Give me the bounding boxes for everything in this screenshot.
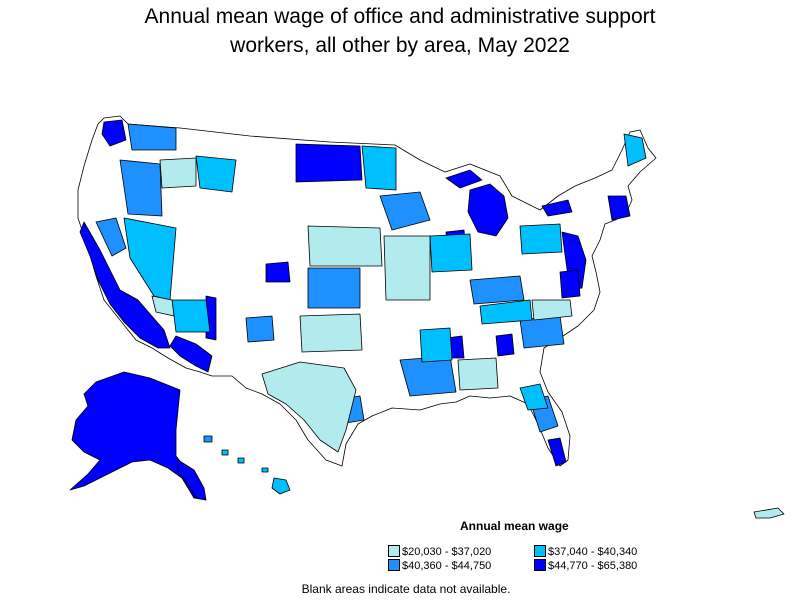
region-california-coast [79, 221, 171, 349]
region-maine [623, 133, 647, 167]
legend-label-1: $20,030 - $37,020 [402, 546, 492, 558]
region-idaho [195, 155, 237, 193]
title-line-2: workers, all other by area, May 2022 [230, 34, 570, 57]
region-oklahoma [299, 313, 363, 353]
legend-label-2: $37,040 - $40,340 [548, 546, 638, 558]
alaska [69, 371, 207, 501]
region-minnesota [361, 145, 397, 191]
region-california-north [95, 217, 127, 257]
region-washington-east [127, 123, 177, 151]
puerto-rico [753, 507, 785, 519]
region-colorado-east [307, 267, 361, 309]
hawaii-big-island [271, 477, 291, 495]
contiguous-us-outline [77, 115, 657, 467]
map-title: Annual mean wage of office and administr… [0, 2, 800, 60]
region-texas [261, 361, 357, 453]
region-mississippi [419, 327, 453, 363]
region-north-dakota [295, 143, 363, 183]
region-iowa-missouri [383, 235, 431, 301]
hawaii [221, 449, 291, 495]
region-oregon [119, 159, 163, 217]
region-new-york [541, 199, 573, 217]
legend-swatch-2 [534, 545, 546, 557]
region-virginia [559, 269, 581, 299]
hawaii-maui [261, 467, 269, 473]
region-washington [101, 119, 127, 147]
region-arizona-central [171, 299, 211, 333]
region-georgia-atl [495, 333, 515, 357]
legend-label-4: $44,770 - $65,380 [548, 560, 638, 572]
region-alabama [457, 357, 499, 391]
region-florida-south [547, 437, 567, 467]
region-ohio-valley [469, 275, 525, 305]
alaska-panhandle [177, 459, 207, 501]
region-kentucky [479, 299, 533, 325]
title-line-1: Annual mean wage of office and administr… [144, 5, 656, 28]
region-montana-west [159, 157, 197, 189]
legend-title: Annual mean wage [460, 519, 569, 533]
legend-item-2: $37,040 - $40,340 [534, 545, 637, 559]
region-new-england [607, 195, 631, 221]
hawaii-kauai [221, 449, 229, 456]
hawaii-oahu [237, 457, 245, 464]
legend-swatch-3 [388, 559, 400, 571]
legend-label-3: $40,360 - $44,750 [402, 560, 492, 572]
region-florida [519, 383, 549, 411]
region-new-mexico [245, 315, 275, 343]
region-colorado [265, 261, 291, 283]
region-great-lakes [379, 191, 431, 231]
legend-swatch-1 [388, 545, 400, 557]
region-mountain-west [151, 295, 175, 317]
region-michigan [467, 183, 509, 237]
legend-swatch-4 [534, 559, 546, 571]
region-midwest [429, 233, 473, 273]
legend-item-1: $20,030 - $37,020 [388, 545, 491, 559]
region-arizona [169, 335, 213, 373]
footnote: Blank areas indicate data not available. [301, 582, 511, 596]
region-michigan-up [445, 169, 483, 189]
region-pennsylvania [519, 223, 563, 255]
region-carolinas [531, 299, 573, 321]
legend-item-4: $44,770 - $65,380 [534, 559, 637, 573]
legend-item-3: $40,360 - $44,750 [388, 559, 491, 573]
region-kansas-nebraska [307, 225, 383, 267]
hawaii-county [203, 435, 213, 443]
